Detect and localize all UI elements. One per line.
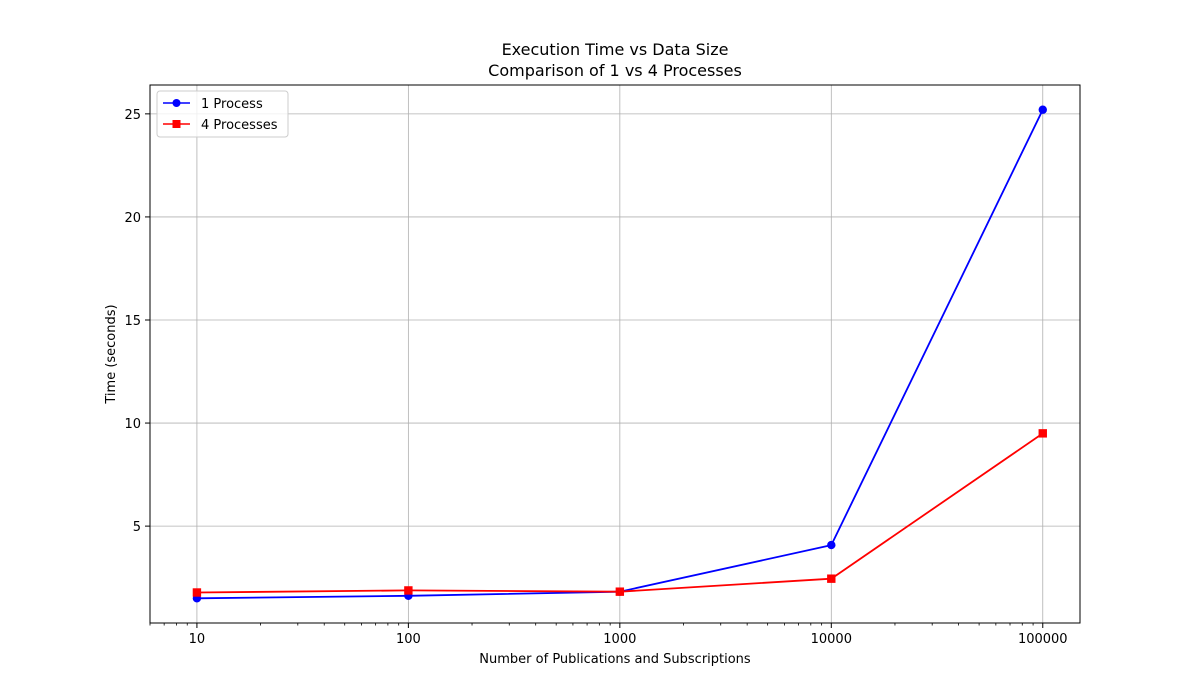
legend-marker-4-processes [172,120,181,128]
legend-label-1-process: 1 Process [201,97,263,112]
y-tick-label: 5 [133,520,141,535]
grid [150,85,1080,623]
x-tick-label: 10 [189,632,206,647]
x-axis-label: Number of Publications and Subscriptions [479,652,751,667]
legend: 1 Process 4 Processes [156,90,289,138]
data-point-4-processes [1038,429,1047,438]
data-point-1-process [1038,105,1047,114]
data-point-4-processes [192,588,202,597]
y-tick-label: 25 [124,108,141,123]
data-point-1-process [827,540,836,550]
x-tick-label: 10000 [811,632,852,647]
y-tick-label: 15 [124,314,141,329]
legend-marker-1-process [172,99,181,107]
chart-subtitle: Comparison of 1 vs 4 Processes [488,61,742,80]
x-tick-label: 100 [396,632,421,647]
data-point-4-processes [615,587,625,596]
y-tick-label: 20 [124,211,141,226]
plot-frame [149,84,1081,624]
legend-label-4-processes: 4 Processes [201,118,278,133]
x-tick-label: 100000 [1018,632,1068,647]
data-point-4-processes [404,586,413,595]
x-tick-label: 1000 [603,632,636,647]
y-axis-label: Time (seconds) [104,304,119,404]
chart-title: Execution Time vs Data Size [502,40,729,59]
y-tick-label: 10 [124,417,141,432]
series-layer [192,105,1047,603]
data-point-4-processes [827,574,836,583]
axis-ticks: 10 100 1000 10000 100000 5 10 15 20 25 [124,108,1067,647]
